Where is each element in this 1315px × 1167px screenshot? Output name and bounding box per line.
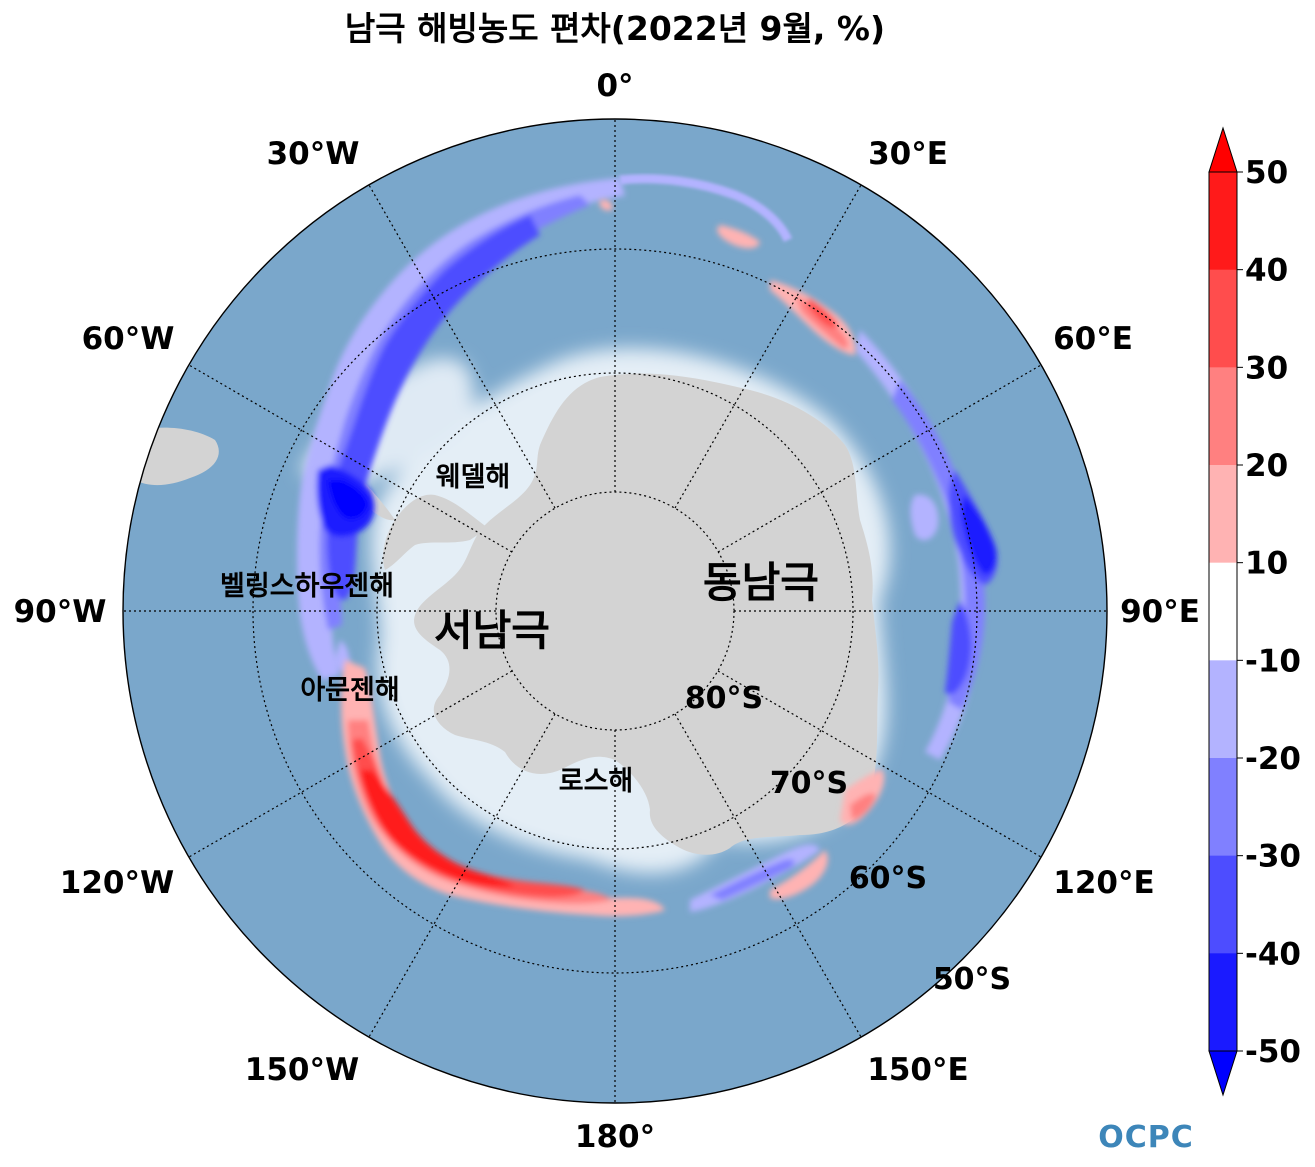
region-label-bellingshausen: 벨링스하우젠해 (220, 571, 394, 602)
region-label-ross: 로스해 (559, 766, 634, 797)
lat-label-60s: 60°S (849, 861, 927, 896)
lat-label-50s: 50°S (933, 962, 1011, 997)
colorbar-tick-label: 20 (1245, 448, 1288, 484)
lon-label-60w: 60°W (82, 321, 175, 357)
colorbar-tick-label: 10 (1245, 546, 1288, 582)
colorbar-segment (1209, 758, 1237, 857)
region-labels: 웨델해 벨링스하우젠해 아문젠해 로스해 서남극 동남극 (220, 462, 819, 797)
lon-label-0: 0° (596, 68, 633, 104)
colorbar-extend-max (1208, 126, 1238, 173)
antarctica-landmass (322, 373, 879, 855)
colorbar-tick-label: 40 (1245, 253, 1288, 289)
positive-anomaly-band (341, 174, 885, 917)
lon-label-120e: 120°E (1053, 865, 1154, 901)
colorbar-tick-label: -50 (1245, 1034, 1301, 1070)
lon-label-120w: 120°W (60, 865, 174, 901)
negative-anomaly-band (297, 178, 997, 912)
colorbar-segment (1209, 269, 1237, 368)
lat-label-80s: 80°S (685, 681, 763, 716)
lon-label-60e: 60°E (1053, 321, 1133, 357)
ocpc-logo: OCPC (1098, 1120, 1194, 1155)
colorbar-frame (1208, 171, 1238, 1052)
longitude-labels: 0° 30°E 60°E 90°E 120°E 150°E 180° 150°W… (14, 68, 1200, 1155)
map-title: 남극 해빙농도 편차(2022년 9월, %) (345, 9, 885, 48)
map-disc (123, 119, 1107, 1103)
lon-label-150e: 150°E (867, 1052, 968, 1088)
graticule-parallels (252, 248, 978, 974)
colorbar-tick-label: -40 (1245, 936, 1301, 972)
colorbar-segment (1209, 660, 1237, 759)
lon-label-180: 180° (575, 1119, 655, 1155)
colorbar-tick-label: -30 (1245, 839, 1301, 875)
colorbar-tick-labels: 50 40 30 20 10 -10 -20 -30 -40 -50 (1237, 155, 1301, 1070)
lon-label-30e: 30°E (868, 136, 948, 172)
map-boundary (122, 118, 1108, 1104)
south-america-tip (135, 427, 219, 486)
colorbar: 50 40 30 20 10 -10 -20 -30 -40 -50 (1208, 126, 1301, 1097)
colorbar-tick-label: 30 (1245, 350, 1288, 386)
lon-label-90w: 90°W (14, 594, 107, 630)
region-label-amundsen: 아문젠해 (300, 675, 399, 706)
colorbar-tick-label: -10 (1245, 643, 1301, 679)
region-label-east-antarctica: 동남극 (703, 558, 819, 607)
colorbar-segment (1209, 562, 1237, 661)
lon-label-30w: 30°W (267, 136, 360, 172)
region-label-weddell: 웨델해 (436, 462, 511, 493)
latitude-labels: 80°S 70°S 60°S 50°S (685, 681, 1011, 997)
colorbar-segment (1209, 855, 1237, 954)
colorbar-segments (1209, 172, 1237, 1052)
lon-label-90e: 90°E (1120, 594, 1200, 630)
lon-label-150w: 150°W (245, 1052, 359, 1088)
region-label-west-antarctica: 서남극 (434, 606, 550, 655)
colorbar-segment (1209, 953, 1237, 1052)
colorbar-segment (1209, 367, 1237, 466)
colorbar-extend-min (1208, 1050, 1238, 1097)
colorbar-tick-label: -20 (1245, 741, 1301, 777)
graticule-meridians (123, 119, 1107, 1103)
lat-label-70s: 70°S (770, 766, 848, 801)
colorbar-tick-label: 50 (1245, 155, 1288, 191)
colorbar-segment (1209, 172, 1237, 271)
colorbar-segment (1209, 465, 1237, 564)
ocpc-logo-text: OCPC (1098, 1120, 1194, 1155)
